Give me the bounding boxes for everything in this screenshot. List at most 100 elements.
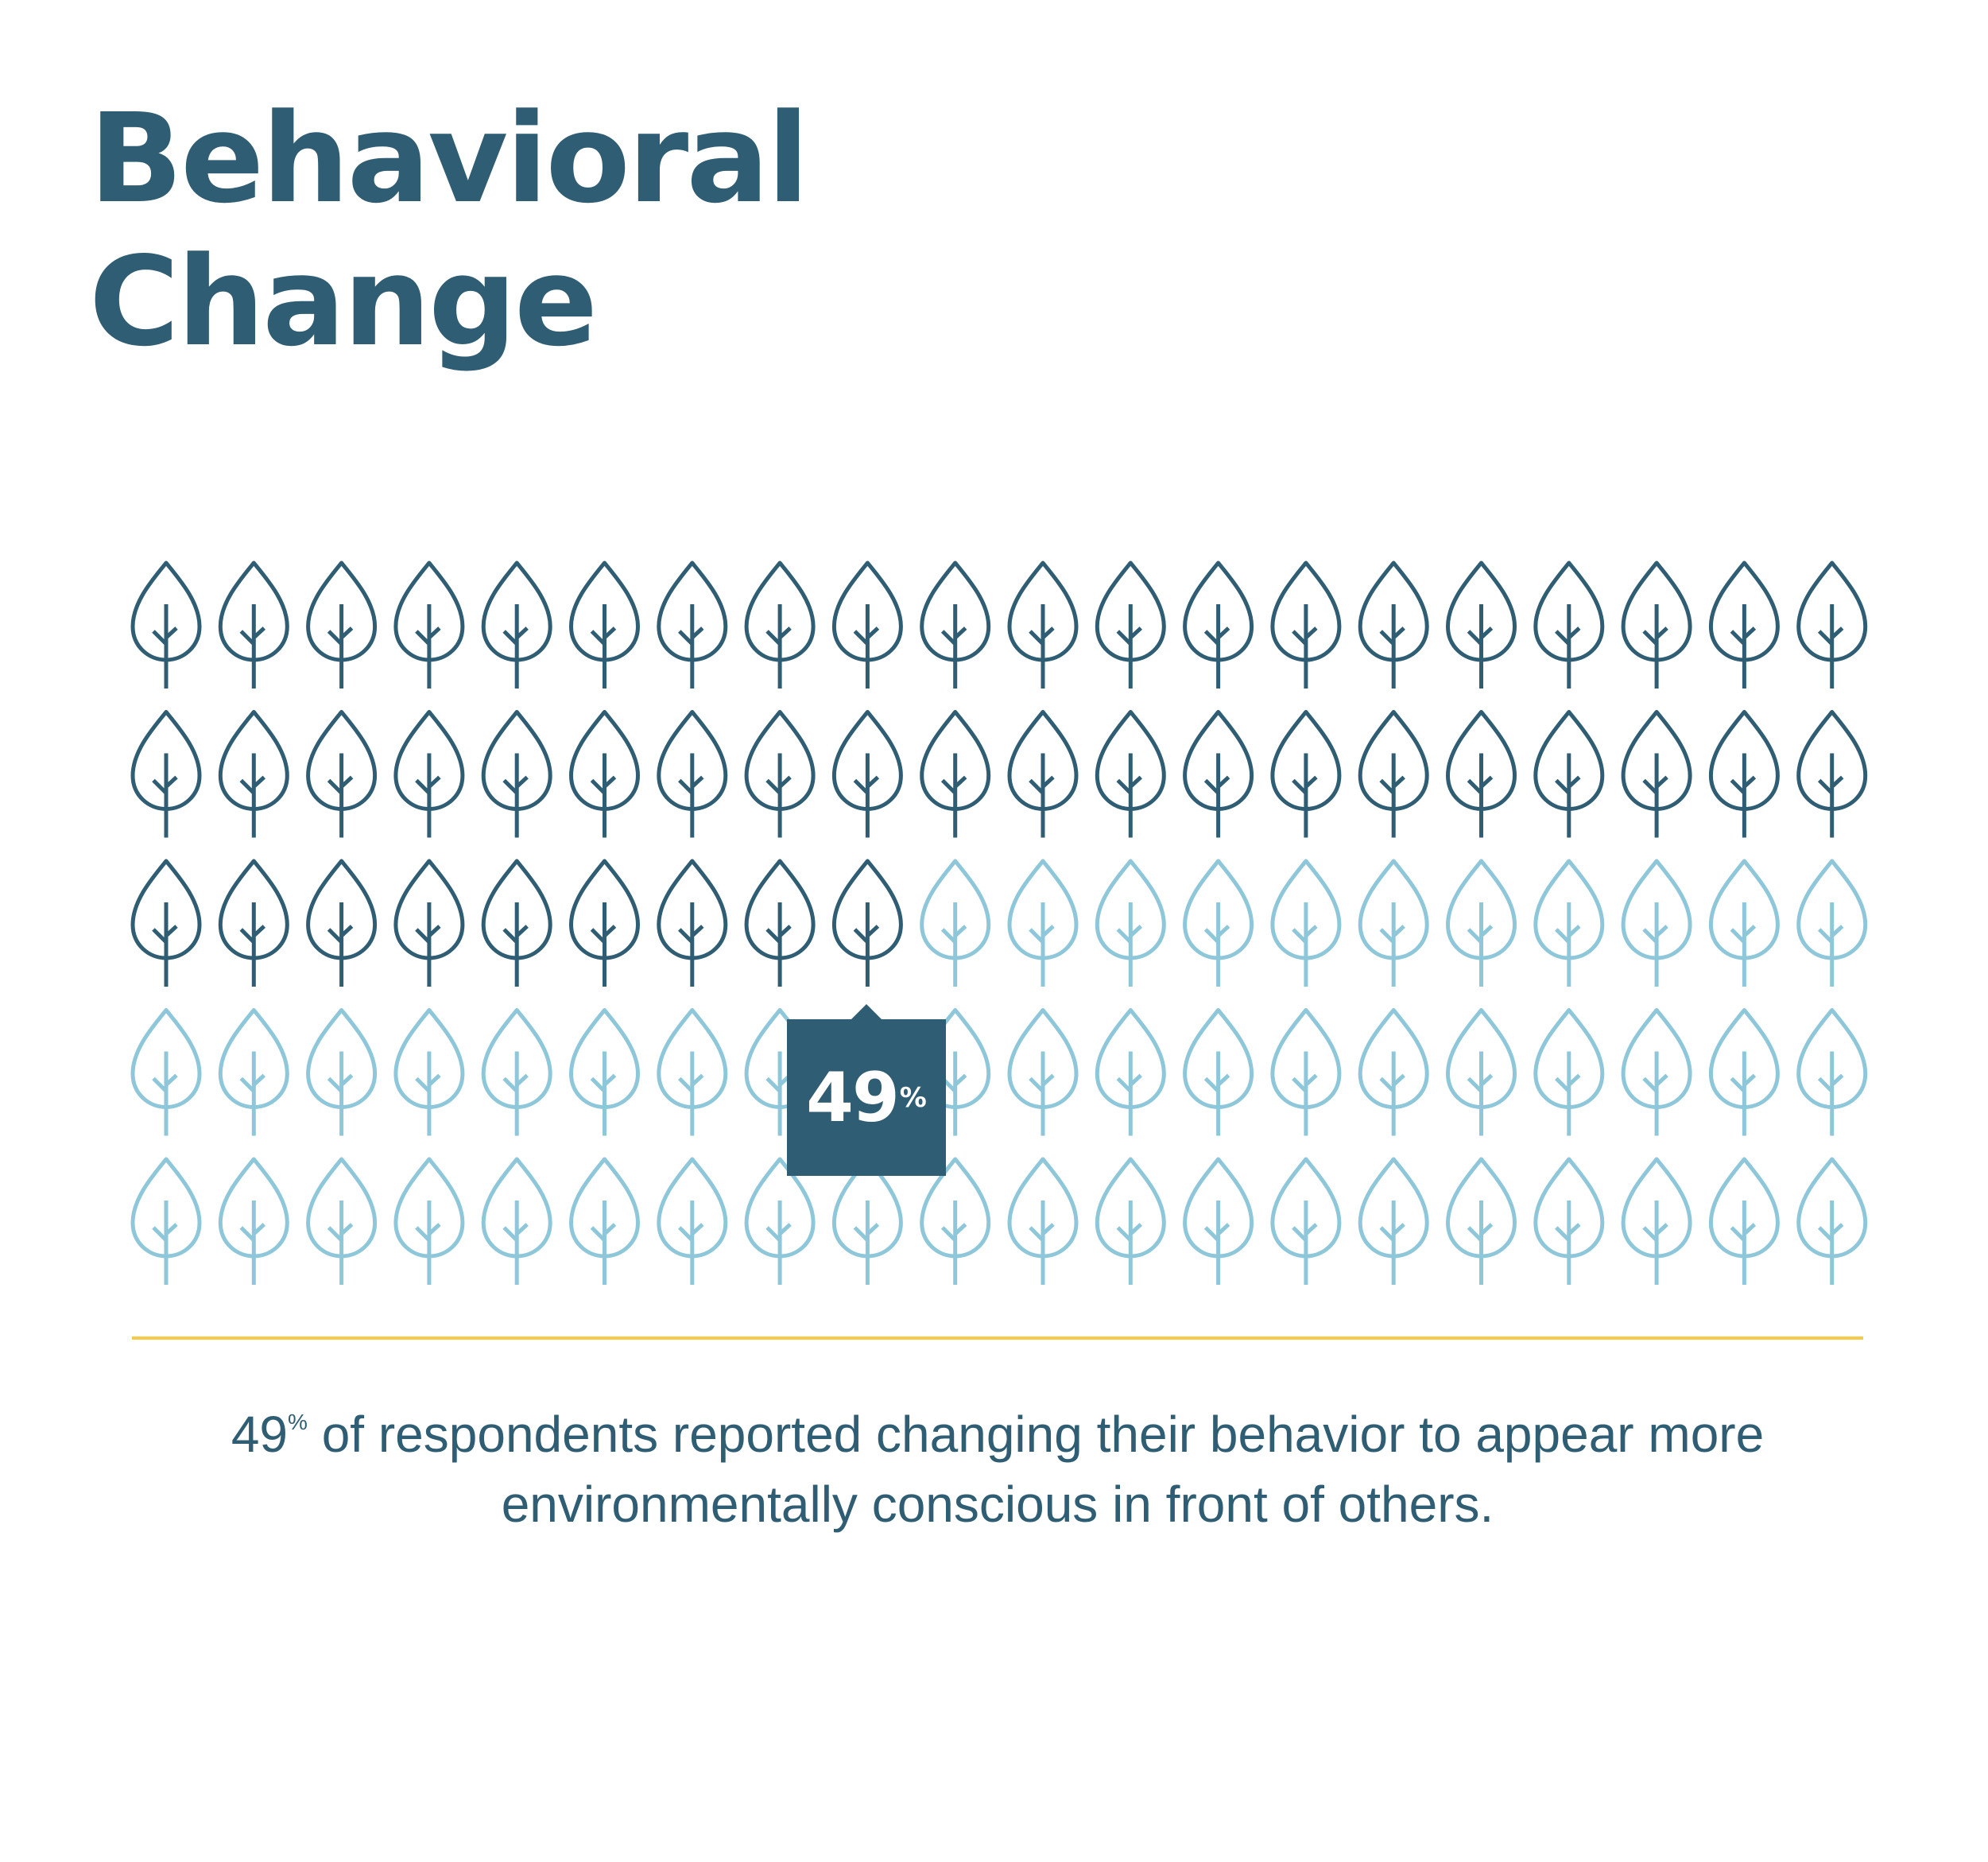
- tree-leaf-icon: [1796, 1008, 1868, 1136]
- tree-leaf-icon: [1621, 561, 1692, 689]
- tree-leaf-icon: [1183, 561, 1254, 689]
- tree-leaf-icon: [1621, 859, 1692, 987]
- page-title: Behavioral Change: [89, 87, 809, 374]
- tree-leaf-icon: [218, 859, 289, 987]
- caption: 49% of respondents reported changing the…: [111, 1387, 1884, 1539]
- tree-leaf-icon: [569, 710, 640, 838]
- tree-leaf-icon: [1358, 1157, 1429, 1285]
- tree-leaf-icon: [831, 561, 903, 689]
- tree-leaf-icon: [1095, 859, 1166, 987]
- tree-leaf-icon: [1183, 1008, 1254, 1136]
- tree-leaf-icon: [1621, 710, 1692, 838]
- tree-leaf-icon: [920, 710, 991, 838]
- tree-leaf-icon: [1708, 1008, 1780, 1136]
- callout-value: 49: [806, 1057, 900, 1138]
- tree-leaf-icon: [1708, 859, 1780, 987]
- tree-leaf-icon: [1270, 1008, 1342, 1136]
- tree-leaf-icon: [1621, 1008, 1692, 1136]
- tree-leaf-icon: [831, 1157, 903, 1285]
- tree-leaf-icon: [1183, 1157, 1254, 1285]
- tree-leaf-icon: [1446, 1008, 1517, 1136]
- tree-leaf-icon: [1007, 1008, 1079, 1136]
- tree-leaf-icon: [569, 859, 640, 987]
- tree-leaf-icon: [130, 1008, 202, 1136]
- tree-leaf-icon: [130, 710, 202, 838]
- callout-percent-sign: %: [899, 1081, 927, 1114]
- tree-leaf-icon: [1533, 1008, 1605, 1136]
- tree-leaf-icon: [481, 1008, 552, 1136]
- tree-leaf-icon: [1270, 859, 1342, 987]
- tree-leaf-icon: [744, 710, 816, 838]
- tree-leaf-icon: [1796, 710, 1868, 838]
- tree-leaf-icon: [1708, 561, 1780, 689]
- tree-leaf-icon: [481, 859, 552, 987]
- tree-leaf-icon: [1270, 1157, 1342, 1285]
- tree-leaf-icon: [1446, 1157, 1517, 1285]
- tree-leaf-icon: [744, 561, 816, 689]
- tree-leaf-icon: [1708, 1157, 1780, 1285]
- caption-percent-sign: %: [288, 1410, 308, 1434]
- tree-leaf-icon: [920, 1157, 991, 1285]
- callout-pointer: [851, 1004, 882, 1020]
- tree-leaf-icon: [1007, 1157, 1079, 1285]
- tree-leaf-icon: [130, 1157, 202, 1285]
- tree-leaf-icon: [393, 561, 465, 689]
- tree-leaf-icon: [657, 1157, 728, 1285]
- title-line-1: Behavioral: [89, 87, 809, 231]
- tree-leaf-icon: [306, 1008, 378, 1136]
- tree-leaf-icon: [1095, 710, 1166, 838]
- divider-line: [132, 1336, 1863, 1340]
- tree-leaf-icon: [393, 859, 465, 987]
- tree-leaf-icon: [1007, 561, 1079, 689]
- tree-leaf-icon: [306, 1157, 378, 1285]
- tree-leaf-icon: [1446, 710, 1517, 838]
- tree-leaf-icon: [481, 561, 552, 689]
- tree-leaf-icon: [1796, 561, 1868, 689]
- tree-leaf-icon: [920, 561, 991, 689]
- tree-pictograph-chart: [130, 561, 1868, 1285]
- tree-leaf-icon: [481, 710, 552, 838]
- tree-leaf-icon: [1621, 1157, 1692, 1285]
- tree-leaf-icon: [569, 561, 640, 689]
- tree-leaf-icon: [1270, 561, 1342, 689]
- tree-leaf-icon: [1095, 561, 1166, 689]
- tree-leaf-icon: [481, 1157, 552, 1285]
- tree-leaf-icon: [569, 1157, 640, 1285]
- tree-leaf-icon: [920, 859, 991, 987]
- tree-leaf-icon: [657, 859, 728, 987]
- tree-leaf-icon: [657, 1008, 728, 1136]
- tree-leaf-icon: [1358, 1008, 1429, 1136]
- tree-leaf-icon: [1533, 561, 1605, 689]
- tree-leaf-icon: [1007, 859, 1079, 987]
- callout-box: 49%: [787, 1019, 946, 1176]
- tree-leaf-icon: [1095, 1157, 1166, 1285]
- tree-leaf-icon: [1270, 710, 1342, 838]
- percent-callout: 49%: [787, 1004, 946, 1176]
- tree-leaf-icon: [1183, 859, 1254, 987]
- tree-leaf-icon: [831, 710, 903, 838]
- tree-leaf-icon: [1446, 859, 1517, 987]
- tree-leaf-icon: [1533, 710, 1605, 838]
- caption-text-line-2: environmentally conscious in front of ot…: [501, 1476, 1494, 1533]
- tree-leaf-icon: [306, 859, 378, 987]
- tree-leaf-icon: [831, 859, 903, 987]
- tree-leaf-icon: [1095, 1008, 1166, 1136]
- tree-leaf-icon: [393, 1008, 465, 1136]
- tree-leaf-icon: [130, 859, 202, 987]
- tree-leaf-icon: [1183, 710, 1254, 838]
- tree-leaf-icon: [218, 1157, 289, 1285]
- tree-leaf-icon: [1796, 1157, 1868, 1285]
- title-line-2: Change: [89, 230, 598, 374]
- tree-leaf-icon: [218, 561, 289, 689]
- tree-leaf-icon: [1708, 710, 1780, 838]
- tree-leaf-icon: [1358, 710, 1429, 838]
- tree-leaf-icon: [393, 1157, 465, 1285]
- tree-leaf-icon: [657, 561, 728, 689]
- tree-leaf-icon: [1533, 1157, 1605, 1285]
- tree-leaf-icon: [130, 561, 202, 689]
- tree-leaf-icon: [1446, 561, 1517, 689]
- tree-leaf-icon: [657, 710, 728, 838]
- tree-leaf-icon: [218, 1008, 289, 1136]
- tree-leaf-icon: [306, 561, 378, 689]
- tree-leaf-icon: [744, 1157, 816, 1285]
